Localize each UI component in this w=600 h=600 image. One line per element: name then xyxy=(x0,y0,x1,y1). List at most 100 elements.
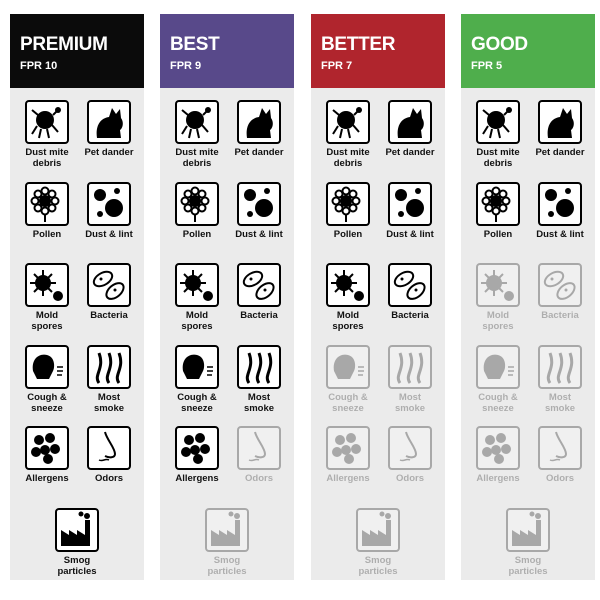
filter-item: Bacteria xyxy=(226,263,292,321)
item-label: Pollen xyxy=(182,228,212,240)
filter-rating: FPR 7 xyxy=(321,60,353,72)
item-icon xyxy=(506,507,550,552)
filter-item: Dust mite debris xyxy=(14,100,80,169)
filter-item: Allergens xyxy=(164,426,230,484)
filter-column: PREMIUM FPR 10 Dust mite debris Pet dander P… xyxy=(10,14,144,580)
item-icon xyxy=(87,426,131,470)
filter-item: Allergens xyxy=(465,426,531,484)
item-label: Dust mite debris xyxy=(175,147,219,169)
filter-item: Mold spores xyxy=(14,263,80,332)
item-icon xyxy=(25,344,69,389)
item-label: Allergens xyxy=(476,473,520,484)
item-icon xyxy=(476,263,520,307)
item-icon xyxy=(388,181,432,226)
item-label: Pet dander xyxy=(234,147,284,158)
item-icon xyxy=(538,426,582,470)
item-icon xyxy=(476,426,520,470)
filter-item: Mold spores xyxy=(164,263,230,332)
item-icon xyxy=(175,181,219,226)
item-label: Smog particles xyxy=(508,554,548,577)
item-icon xyxy=(87,100,131,144)
item-label: Pollen xyxy=(483,228,513,240)
item-label: Pollen xyxy=(32,228,62,240)
item-icon xyxy=(25,100,69,144)
item-icon xyxy=(205,507,249,552)
item-label: Most smoke xyxy=(243,391,275,414)
item-label: Dust mite debris xyxy=(25,147,69,169)
filter-item: Pollen xyxy=(14,181,80,240)
item-icon xyxy=(87,263,131,307)
item-icon xyxy=(388,426,432,470)
filter-column: BEST FPR 9 Dust mite debris Pet dander Polle… xyxy=(160,14,294,580)
item-icon xyxy=(237,344,281,389)
filter-item: Pet dander xyxy=(527,100,593,158)
filter-item: Pet dander xyxy=(377,100,443,158)
item-label: Smog particles xyxy=(207,554,247,577)
filter-item: Allergens xyxy=(315,426,381,484)
filter-item: Most smoke xyxy=(226,344,292,414)
item-icon xyxy=(538,263,582,307)
item-label: Dust & lint xyxy=(386,228,434,240)
item-icon xyxy=(326,426,370,470)
item-icon xyxy=(237,426,281,470)
filter-item: Cough & sneeze xyxy=(14,344,80,414)
item-label: Dust & lint xyxy=(536,228,584,240)
item-label: Pet dander xyxy=(84,147,134,158)
item-label: Dust mite debris xyxy=(476,147,520,169)
filter-item: Most smoke xyxy=(527,344,593,414)
filter-item: Dust mite debris xyxy=(164,100,230,169)
filter-item: Most smoke xyxy=(377,344,443,414)
filter-item: Bacteria xyxy=(76,263,142,321)
item-label: Bacteria xyxy=(541,310,579,321)
filter-item: Most smoke xyxy=(76,344,142,414)
item-label: Mold spores xyxy=(482,310,514,332)
item-label: Odors xyxy=(546,473,574,484)
item-icon xyxy=(175,344,219,389)
item-icon xyxy=(476,181,520,226)
item-icon xyxy=(237,100,281,144)
item-label: Cough & sneeze xyxy=(328,391,368,414)
filter-item: Dust & lint xyxy=(76,181,142,240)
item-label: Cough & sneeze xyxy=(177,391,217,414)
column-header: PREMIUM FPR 10 xyxy=(10,14,144,88)
filter-column: GOOD FPR 5 Dust mite debris Pet dander Polle… xyxy=(461,14,595,580)
item-icon xyxy=(175,100,219,144)
filter-item: Mold spores xyxy=(315,263,381,332)
column-header: BETTER FPR 7 xyxy=(311,14,445,88)
item-icon xyxy=(25,263,69,307)
column-header: GOOD FPR 5 xyxy=(461,14,595,88)
filter-item: Smog particles xyxy=(44,507,110,577)
item-label: Odors xyxy=(245,473,273,484)
item-label: Pet dander xyxy=(535,147,585,158)
filter-name: BEST xyxy=(170,34,220,55)
filter-item: Bacteria xyxy=(377,263,443,321)
item-label: Allergens xyxy=(25,473,69,484)
filter-item: Bacteria xyxy=(527,263,593,321)
filter-item: Dust mite debris xyxy=(315,100,381,169)
item-label: Bacteria xyxy=(391,310,429,321)
item-icon xyxy=(175,263,219,307)
item-label: Dust mite debris xyxy=(326,147,370,169)
item-icon xyxy=(25,426,69,470)
item-icon xyxy=(388,100,432,144)
filter-item: Smog particles xyxy=(345,507,411,577)
item-label: Most smoke xyxy=(544,391,576,414)
item-icon xyxy=(237,181,281,226)
filter-item: Pet dander xyxy=(76,100,142,158)
item-icon xyxy=(25,181,69,226)
item-icon xyxy=(326,344,370,389)
filter-item: Pollen xyxy=(465,181,531,240)
item-label: Allergens xyxy=(175,473,219,484)
item-label: Cough & sneeze xyxy=(27,391,67,414)
item-icon xyxy=(55,507,99,552)
filter-name: BETTER xyxy=(321,34,396,55)
item-label: Mold spores xyxy=(31,310,63,332)
filter-name: GOOD xyxy=(471,34,528,55)
item-icon xyxy=(388,344,432,389)
item-icon xyxy=(476,100,520,144)
filter-item: Dust & lint xyxy=(527,181,593,240)
item-icon xyxy=(538,100,582,144)
item-label: Smog particles xyxy=(57,554,97,577)
item-label: Bacteria xyxy=(240,310,278,321)
filter-item: Dust & lint xyxy=(226,181,292,240)
